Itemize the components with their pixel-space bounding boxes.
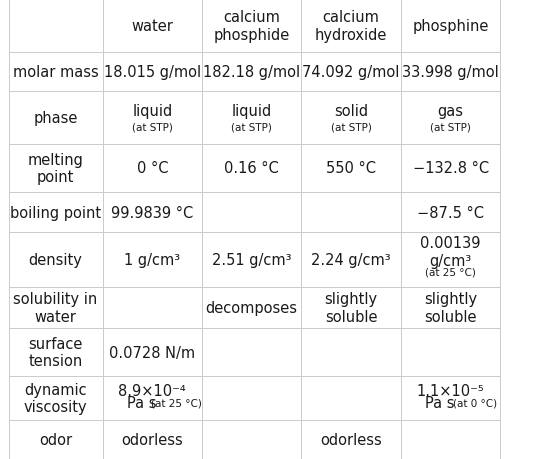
Bar	[202, 92, 301, 145]
Text: decomposes: decomposes	[206, 300, 298, 315]
Bar	[202, 145, 301, 193]
Bar	[103, 145, 202, 193]
Bar	[301, 287, 401, 328]
Bar	[9, 376, 103, 420]
Text: phosphine: phosphine	[412, 19, 489, 34]
Text: 33.998 g/mol: 33.998 g/mol	[402, 65, 499, 80]
Bar	[103, 53, 202, 92]
Text: liquid: liquid	[232, 104, 272, 119]
Bar	[202, 193, 301, 233]
Bar	[9, 92, 103, 145]
Text: gas: gas	[437, 104, 464, 119]
Text: (at 0 °C): (at 0 °C)	[453, 397, 497, 408]
Bar	[202, 376, 301, 420]
Text: 18.015 g/mol: 18.015 g/mol	[104, 65, 201, 80]
Text: molar mass: molar mass	[13, 65, 98, 80]
Bar	[401, 53, 500, 92]
Bar	[202, 287, 301, 328]
Text: 550 °C: 550 °C	[326, 161, 376, 176]
Text: odorless: odorless	[321, 432, 382, 447]
Bar	[103, 328, 202, 376]
Bar	[202, 53, 301, 92]
Bar	[301, 53, 401, 92]
Bar	[103, 193, 202, 233]
Bar	[301, 233, 401, 287]
Bar	[103, 233, 202, 287]
Text: boiling point: boiling point	[10, 205, 101, 220]
Text: Pa s: Pa s	[425, 395, 455, 410]
Bar	[103, 92, 202, 145]
Bar	[301, 0, 401, 53]
Bar	[301, 92, 401, 145]
Text: phase: phase	[33, 111, 78, 126]
Bar	[9, 193, 103, 233]
Bar	[103, 420, 202, 459]
Text: 74.092 g/mol: 74.092 g/mol	[302, 65, 400, 80]
Text: 0.16 °C: 0.16 °C	[224, 161, 279, 176]
Text: 0.0728 N/m: 0.0728 N/m	[109, 345, 195, 360]
Text: 8.9×10⁻⁴: 8.9×10⁻⁴	[118, 383, 186, 398]
Bar	[9, 0, 103, 53]
Text: density: density	[28, 252, 82, 268]
Text: slightly
soluble: slightly soluble	[424, 291, 477, 324]
Text: (at STP): (at STP)	[430, 122, 471, 132]
Text: water: water	[132, 19, 173, 34]
Text: (at STP): (at STP)	[132, 122, 173, 132]
Text: −132.8 °C: −132.8 °C	[413, 161, 489, 176]
Text: 182.18 g/mol: 182.18 g/mol	[203, 65, 300, 80]
Text: odorless: odorless	[121, 432, 183, 447]
Bar	[401, 92, 500, 145]
Text: 0.00139
g/cm³: 0.00139 g/cm³	[420, 236, 481, 268]
Text: Pa s: Pa s	[127, 395, 156, 410]
Bar	[401, 420, 500, 459]
Bar	[301, 145, 401, 193]
Text: calcium
phosphide: calcium phosphide	[213, 10, 290, 43]
Bar	[202, 328, 301, 376]
Bar	[401, 328, 500, 376]
Text: 2.51 g/cm³: 2.51 g/cm³	[212, 252, 292, 268]
Bar	[401, 376, 500, 420]
Text: 1 g/cm³: 1 g/cm³	[124, 252, 180, 268]
Text: calcium
hydroxide: calcium hydroxide	[315, 10, 387, 43]
Bar	[401, 145, 500, 193]
Text: (at STP): (at STP)	[331, 122, 372, 132]
Bar	[401, 0, 500, 53]
Text: odor: odor	[39, 432, 72, 447]
Bar	[301, 376, 401, 420]
Bar	[301, 420, 401, 459]
Text: 99.9839 °C: 99.9839 °C	[111, 205, 193, 220]
Text: solubility in
water: solubility in water	[14, 291, 98, 324]
Bar	[401, 233, 500, 287]
Text: (at 25 °C): (at 25 °C)	[151, 397, 202, 408]
Bar	[202, 0, 301, 53]
Bar	[202, 233, 301, 287]
Bar	[401, 193, 500, 233]
Bar	[301, 328, 401, 376]
Bar	[401, 287, 500, 328]
Text: 1.1×10⁻⁵: 1.1×10⁻⁵	[417, 383, 484, 398]
Text: solid: solid	[334, 104, 368, 119]
Bar	[301, 193, 401, 233]
Text: 2.24 g/cm³: 2.24 g/cm³	[311, 252, 391, 268]
Bar	[9, 233, 103, 287]
Text: (at 25 °C): (at 25 °C)	[425, 267, 476, 277]
Text: slightly
soluble: slightly soluble	[325, 291, 378, 324]
Text: 0 °C: 0 °C	[136, 161, 168, 176]
Text: liquid: liquid	[132, 104, 173, 119]
Bar	[103, 0, 202, 53]
Bar	[9, 420, 103, 459]
Bar	[9, 328, 103, 376]
Text: (at STP): (at STP)	[232, 122, 272, 132]
Text: surface
tension: surface tension	[28, 336, 83, 369]
Bar	[202, 420, 301, 459]
Text: melting
point: melting point	[28, 152, 84, 185]
Bar	[9, 145, 103, 193]
Bar	[9, 53, 103, 92]
Text: −87.5 °C: −87.5 °C	[417, 205, 484, 220]
Bar	[103, 376, 202, 420]
Bar	[103, 287, 202, 328]
Text: dynamic
viscosity: dynamic viscosity	[24, 382, 87, 414]
Bar	[9, 287, 103, 328]
